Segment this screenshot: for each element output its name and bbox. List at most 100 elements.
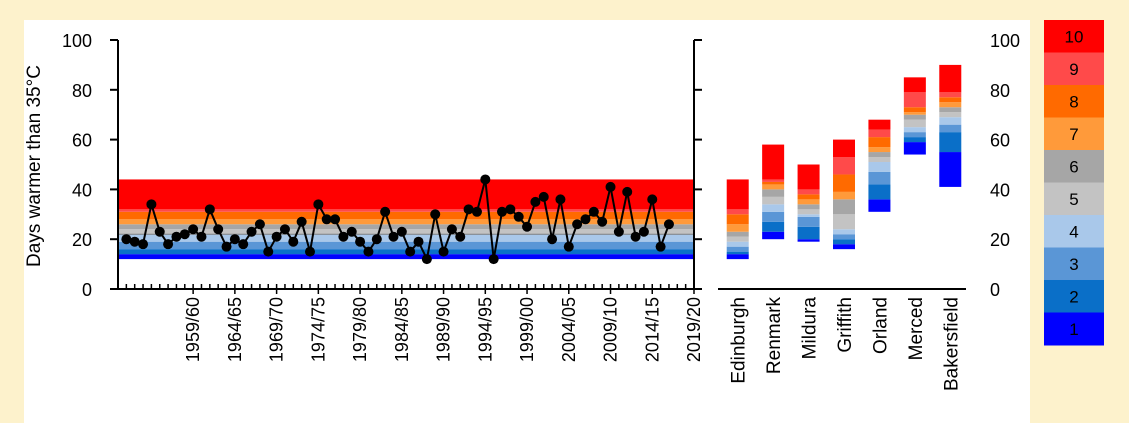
bar-segment-5 xyxy=(762,196,785,205)
bar-segment-3 xyxy=(939,124,962,133)
legend-swatch-8 xyxy=(1044,85,1104,118)
line-point xyxy=(154,226,165,237)
legend-label: 5 xyxy=(1069,190,1078,209)
left-band-4 xyxy=(118,234,694,242)
line-point xyxy=(405,246,416,257)
category-label: Mildura xyxy=(800,297,821,360)
bar-segment-6 xyxy=(903,114,926,120)
x-tick-label: 1969/70 xyxy=(267,297,287,362)
line-point xyxy=(263,246,274,257)
legend-swatch-10 xyxy=(1044,20,1104,53)
bar-segment-2 xyxy=(726,251,749,255)
line-point xyxy=(488,254,499,265)
line-point xyxy=(647,194,658,205)
bar-segment-10 xyxy=(939,64,962,93)
bar-segment-2 xyxy=(939,132,962,153)
category-label: Edinburgh xyxy=(729,297,750,384)
bar-segment-3 xyxy=(868,171,891,185)
line-point xyxy=(246,226,257,237)
legend-swatch-1 xyxy=(1044,312,1104,346)
line-point xyxy=(330,214,341,225)
bar-segment-2 xyxy=(833,239,855,245)
bar-segment-4 xyxy=(833,229,855,235)
left-line-series xyxy=(121,174,674,265)
line-point xyxy=(605,181,616,192)
bar-segment-9 xyxy=(903,92,926,108)
bar-segment-1 xyxy=(939,152,962,187)
line-point xyxy=(305,246,315,257)
legend-label: 2 xyxy=(1069,287,1078,306)
line-point xyxy=(313,199,324,210)
line-point xyxy=(129,236,140,247)
legend-swatch-3 xyxy=(1044,247,1104,281)
left-band-6 xyxy=(118,224,694,230)
line-point xyxy=(171,231,182,242)
bar-segment-6 xyxy=(939,107,962,113)
line-point xyxy=(346,226,357,237)
line-point xyxy=(530,196,541,207)
x-tick-label: 1979/80 xyxy=(350,297,370,362)
bar-segment-6 xyxy=(797,204,820,210)
x-tick-label: 1994/95 xyxy=(475,297,495,362)
bar-segment-7 xyxy=(833,191,855,200)
legend: 10 9 8 7 6 5 4 3 2 1 xyxy=(1044,20,1104,346)
line-point xyxy=(238,239,249,250)
line-point xyxy=(288,236,299,247)
legend-swatch-5 xyxy=(1044,182,1104,216)
line-point xyxy=(613,226,624,237)
bar-segment-1 xyxy=(762,231,785,240)
line-point xyxy=(438,246,449,257)
y-tick-label: 0 xyxy=(82,280,92,300)
line-point xyxy=(480,174,491,185)
legend-label: 8 xyxy=(1069,92,1078,111)
line-point xyxy=(580,214,591,225)
legend-label: 6 xyxy=(1069,157,1078,176)
x-tick-label: 1959/60 xyxy=(183,297,203,362)
right-y-tick-label: 60 xyxy=(990,131,1010,151)
legend-swatch-4 xyxy=(1044,215,1104,248)
right-axes: 0 20 40 60 80 100 xyxy=(718,31,1020,300)
line-point xyxy=(522,221,533,232)
right-y-tick-label: 40 xyxy=(990,180,1010,200)
bar-segment-9 xyxy=(868,129,891,138)
left-band-3 xyxy=(118,241,694,250)
x-tick-label: 1964/65 xyxy=(225,297,245,362)
legend-label: 7 xyxy=(1069,125,1078,144)
bar-segment-8 xyxy=(797,194,820,200)
bar-segment-10 xyxy=(726,179,749,210)
category-label: Merced xyxy=(906,297,927,360)
legend-label: 10 xyxy=(1065,27,1084,46)
line-point xyxy=(338,231,349,242)
line-point xyxy=(588,206,599,217)
line-point xyxy=(271,231,282,242)
line-point xyxy=(196,231,207,242)
bar-segment-4 xyxy=(726,241,749,247)
bar-segment-7 xyxy=(939,102,962,108)
bar-segment-8 xyxy=(833,174,855,192)
bar-segment-2 xyxy=(797,226,820,240)
bar-segment-3 xyxy=(797,216,820,227)
x-tick-label: 2014/15 xyxy=(642,297,662,362)
bar-segment-7 xyxy=(868,147,891,153)
bar-segment-9 xyxy=(833,157,855,175)
bar-segment-5 xyxy=(833,214,855,230)
bar-segment-9 xyxy=(726,209,749,215)
line-point xyxy=(221,241,232,252)
bar-segment-8 xyxy=(762,181,785,185)
category-label: Bakersfield xyxy=(941,297,962,391)
left-axes: 0 20 40 60 80 100 1959/60 1964/65 1969/70 1974/75… xyxy=(62,31,704,362)
right-y-tick-label: 80 xyxy=(990,81,1010,101)
bar-segment-10 xyxy=(868,119,891,130)
bar-segment-3 xyxy=(726,246,749,252)
line-point xyxy=(513,211,524,222)
y-tick-label: 100 xyxy=(62,31,92,51)
line-point xyxy=(430,209,441,220)
bar-segment-6 xyxy=(833,199,855,215)
bar-segment-10 xyxy=(762,144,785,180)
bar-segment-5 xyxy=(939,112,962,118)
bar-segment-7 xyxy=(726,224,749,232)
bar-segment-5 xyxy=(797,209,820,215)
line-point xyxy=(396,226,407,237)
x-tick-label: 1974/75 xyxy=(308,297,328,362)
